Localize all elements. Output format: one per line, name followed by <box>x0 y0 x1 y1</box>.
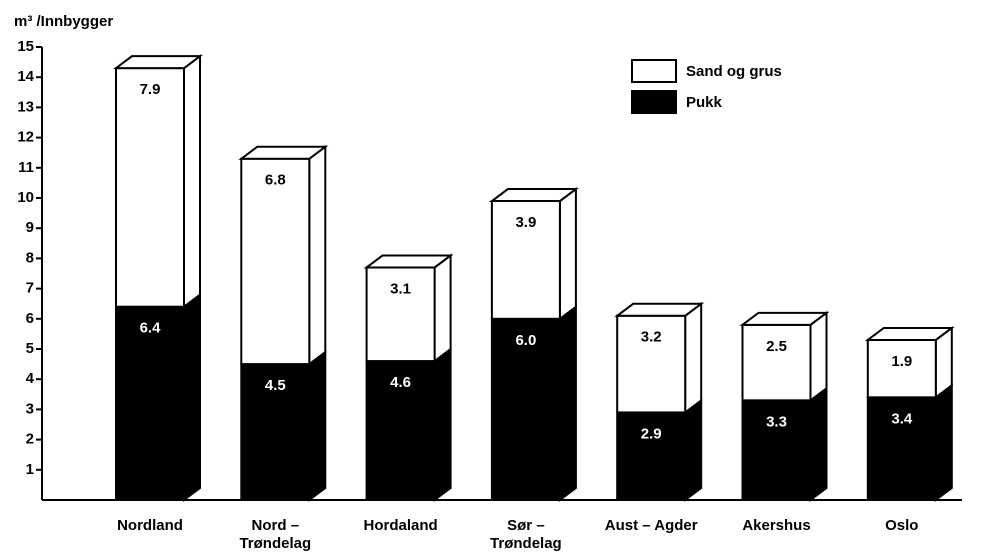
bar <box>490 317 561 501</box>
value-label: 3.4 <box>891 410 913 427</box>
bar-top <box>614 302 705 317</box>
y-tick-label: 9 <box>26 219 34 236</box>
y-tick-label: 6 <box>26 310 34 327</box>
value-label: 6.8 <box>265 172 286 189</box>
bar <box>866 338 937 399</box>
bar-side <box>809 310 828 403</box>
y-tick-label: 8 <box>26 249 34 266</box>
bar-top <box>864 326 955 341</box>
x-tick-label: Nordland <box>117 517 183 534</box>
y-tick-label: 12 <box>17 129 34 146</box>
value-label: 7.9 <box>140 81 161 98</box>
bar-top <box>238 145 329 160</box>
bar-side <box>684 398 703 502</box>
y-tick-label: 5 <box>26 340 34 357</box>
bar <box>741 399 812 501</box>
value-label: 2.5 <box>766 338 787 355</box>
y-tick-label: 7 <box>26 280 34 297</box>
value-label: 4.5 <box>265 377 286 394</box>
bar-side <box>183 292 201 502</box>
y-tick-label: 3 <box>26 400 34 417</box>
bar <box>240 363 311 501</box>
bar-side <box>433 347 452 502</box>
x-tick-label: Akershus <box>742 517 810 534</box>
x-tick-label: Oslo <box>885 517 918 534</box>
legend-label: Pukk <box>686 94 723 111</box>
y-tick-label: 1 <box>26 461 34 478</box>
bar-side <box>809 386 828 502</box>
bar <box>240 157 311 366</box>
y-tick-label: 14 <box>17 68 34 85</box>
x-tick-label: Sør – Trøndelag <box>490 517 562 552</box>
y-tick-label: 13 <box>17 98 34 115</box>
y-tick-label: 4 <box>26 370 35 387</box>
y-axis-label: m³ /Innbygger <box>14 13 113 30</box>
y-tick-label: 2 <box>26 431 34 448</box>
bar <box>115 67 185 308</box>
bar-top <box>739 311 830 326</box>
bar <box>365 266 436 363</box>
bar-side <box>308 144 327 367</box>
legend-swatch <box>631 59 677 83</box>
bar <box>866 396 937 502</box>
bar-side <box>433 253 452 364</box>
bar-top <box>113 55 203 70</box>
legend-label: Sand og grus <box>686 63 782 80</box>
bar <box>365 360 436 501</box>
value-label: 3.9 <box>515 214 536 231</box>
bar-side <box>934 383 953 502</box>
y-tick-label: 11 <box>18 159 34 176</box>
y-tick-label: 10 <box>17 189 34 206</box>
bar <box>115 305 185 501</box>
bar-side <box>558 304 577 502</box>
bar-side <box>308 350 327 502</box>
value-label: 1.9 <box>891 353 912 370</box>
value-label: 3.1 <box>390 280 411 297</box>
y-tick-label: 15 <box>17 38 34 55</box>
bar-side <box>183 54 201 309</box>
value-label: 3.2 <box>641 329 662 346</box>
bar <box>741 323 812 402</box>
bar <box>490 200 561 320</box>
x-tick-label: Hordaland <box>364 517 438 534</box>
value-label: 6.0 <box>515 332 536 349</box>
value-label: 6.4 <box>140 320 162 337</box>
bar <box>616 314 687 414</box>
bar-top <box>363 254 454 269</box>
value-label: 4.6 <box>390 374 411 391</box>
bar-side <box>684 301 703 415</box>
bar-top <box>488 188 579 203</box>
value-label: 2.9 <box>641 425 662 442</box>
value-label: 3.3 <box>766 413 787 430</box>
x-tick-label: Nord – Trøndelag <box>239 517 311 552</box>
legend-swatch <box>631 90 677 114</box>
bar-side <box>558 187 577 321</box>
x-tick-label: Aust – Agder <box>605 517 698 534</box>
